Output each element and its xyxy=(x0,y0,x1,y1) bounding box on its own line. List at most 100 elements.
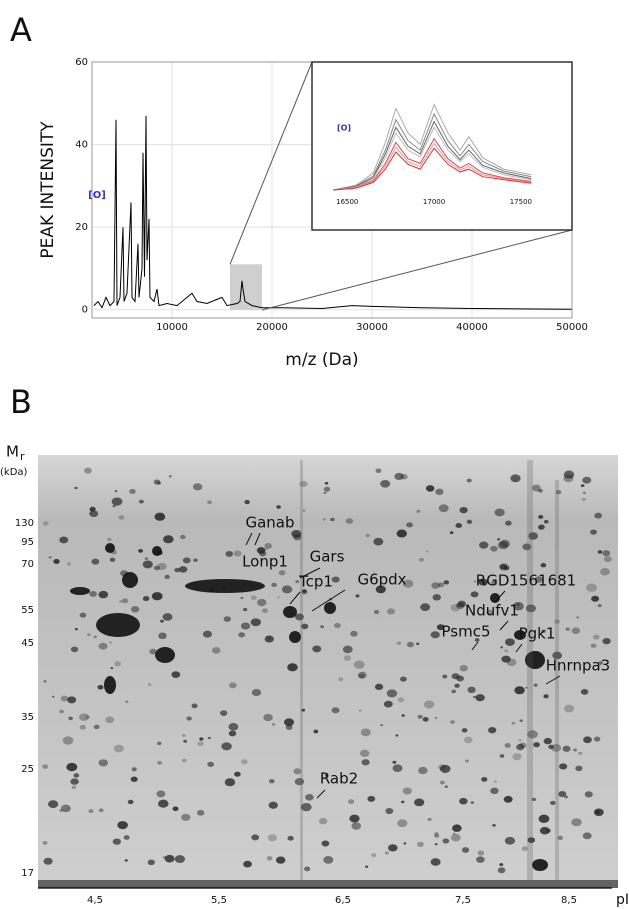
gel-spot xyxy=(501,655,511,663)
gel-spot xyxy=(477,850,485,856)
gel-spot xyxy=(548,744,554,750)
gel-spot xyxy=(319,817,328,825)
gel-spot xyxy=(345,518,354,524)
gel-spot xyxy=(557,835,564,841)
gel-spot xyxy=(582,832,592,840)
gel-spot xyxy=(580,688,589,695)
gel-spot xyxy=(180,534,186,540)
gel-spot xyxy=(181,813,191,821)
gel-spot xyxy=(435,488,444,496)
gel-spot xyxy=(197,741,204,747)
gel-spot xyxy=(88,809,94,814)
gel-spot xyxy=(400,676,407,682)
gel-spot xyxy=(278,570,286,576)
panel-label: B xyxy=(10,383,32,421)
gel-spot xyxy=(53,559,60,564)
gel-spot xyxy=(396,529,407,538)
gel-spot xyxy=(461,847,470,853)
gel-spot xyxy=(112,838,121,845)
gel-spot xyxy=(59,709,64,714)
protein-label: Rab2 xyxy=(320,770,358,788)
gel-spot xyxy=(293,768,302,775)
gel-spot xyxy=(324,774,329,777)
gel-spot xyxy=(401,800,405,804)
zoom-region xyxy=(230,264,262,310)
gel-spot xyxy=(98,642,108,650)
gel-spot xyxy=(534,576,543,583)
gel-spot xyxy=(331,576,340,583)
gel-spot xyxy=(499,754,505,758)
gel-spot xyxy=(562,745,571,752)
gel-spot xyxy=(119,600,122,603)
gel-front xyxy=(38,880,618,888)
gel-spot xyxy=(153,565,161,571)
gel-spot xyxy=(452,824,462,832)
gel-spot xyxy=(395,734,399,737)
gel-spot xyxy=(287,663,298,672)
gel-spot xyxy=(97,684,104,690)
gel-spot xyxy=(497,541,509,550)
gel-spot xyxy=(600,567,610,576)
gel-spot xyxy=(419,557,424,562)
gel-spot xyxy=(538,814,550,824)
series-line xyxy=(333,147,532,191)
pi-tick-label: 8,5 xyxy=(561,895,577,906)
gel-spot xyxy=(427,817,432,822)
gel-spot xyxy=(401,714,405,717)
gel-spot xyxy=(73,773,80,778)
gel-spot xyxy=(533,742,540,748)
gel-spot xyxy=(85,715,90,720)
gel-spot xyxy=(359,749,370,757)
gel-spot xyxy=(287,835,294,841)
gel-spot xyxy=(186,716,192,721)
gel-spot xyxy=(470,591,479,598)
gel-spot xyxy=(107,537,112,542)
gel-spot xyxy=(452,832,456,835)
gel-spot xyxy=(499,563,508,570)
gel-spot xyxy=(289,631,301,643)
gel-spot xyxy=(505,520,512,526)
gel-background xyxy=(38,455,618,888)
gel-spot xyxy=(525,686,528,689)
gel-spot xyxy=(74,627,78,631)
gel-spot xyxy=(602,637,611,645)
gel-spot xyxy=(406,641,414,648)
gel-spot xyxy=(42,840,48,845)
gel-spot xyxy=(284,718,295,727)
gel-spot xyxy=(592,634,600,640)
gel-spot xyxy=(522,543,532,551)
gel-spot xyxy=(537,488,543,493)
gel-spot xyxy=(323,491,327,494)
panel-label: A xyxy=(10,11,32,49)
gel-spot xyxy=(98,759,108,767)
gel-spot xyxy=(98,808,104,813)
gel-spot xyxy=(418,766,428,775)
gel-spot xyxy=(174,855,186,864)
protein-label: Lonp1 xyxy=(242,553,288,571)
protein-pointer xyxy=(545,675,561,685)
gel-spot xyxy=(84,467,92,474)
y-axis-label: PEAK INTENSITY xyxy=(38,121,58,259)
gel-spot xyxy=(490,545,498,552)
gel-spot xyxy=(449,531,454,535)
gel-spot xyxy=(392,760,397,764)
gel-spot xyxy=(434,833,440,838)
gel-spot xyxy=(304,866,311,872)
mr-tick-label: 130 xyxy=(15,518,34,529)
gel-spot xyxy=(355,594,360,598)
gel-spot xyxy=(492,824,496,827)
gel-spot xyxy=(60,695,69,702)
protein-label: Ndufv1 xyxy=(465,602,519,620)
gel-spot xyxy=(512,753,522,761)
y-tick-label: 20 xyxy=(75,222,88,233)
gel-spot xyxy=(525,651,545,669)
protein-label: Ganab xyxy=(245,514,294,532)
gel-spot xyxy=(584,791,593,798)
gel-spot xyxy=(147,683,152,686)
gel-spot xyxy=(131,767,137,772)
mr-tick-label: 17 xyxy=(21,868,34,879)
gel-spot xyxy=(240,622,251,630)
gel-spot xyxy=(243,607,248,612)
gel-spot xyxy=(271,582,277,588)
gel-spot xyxy=(353,660,365,669)
